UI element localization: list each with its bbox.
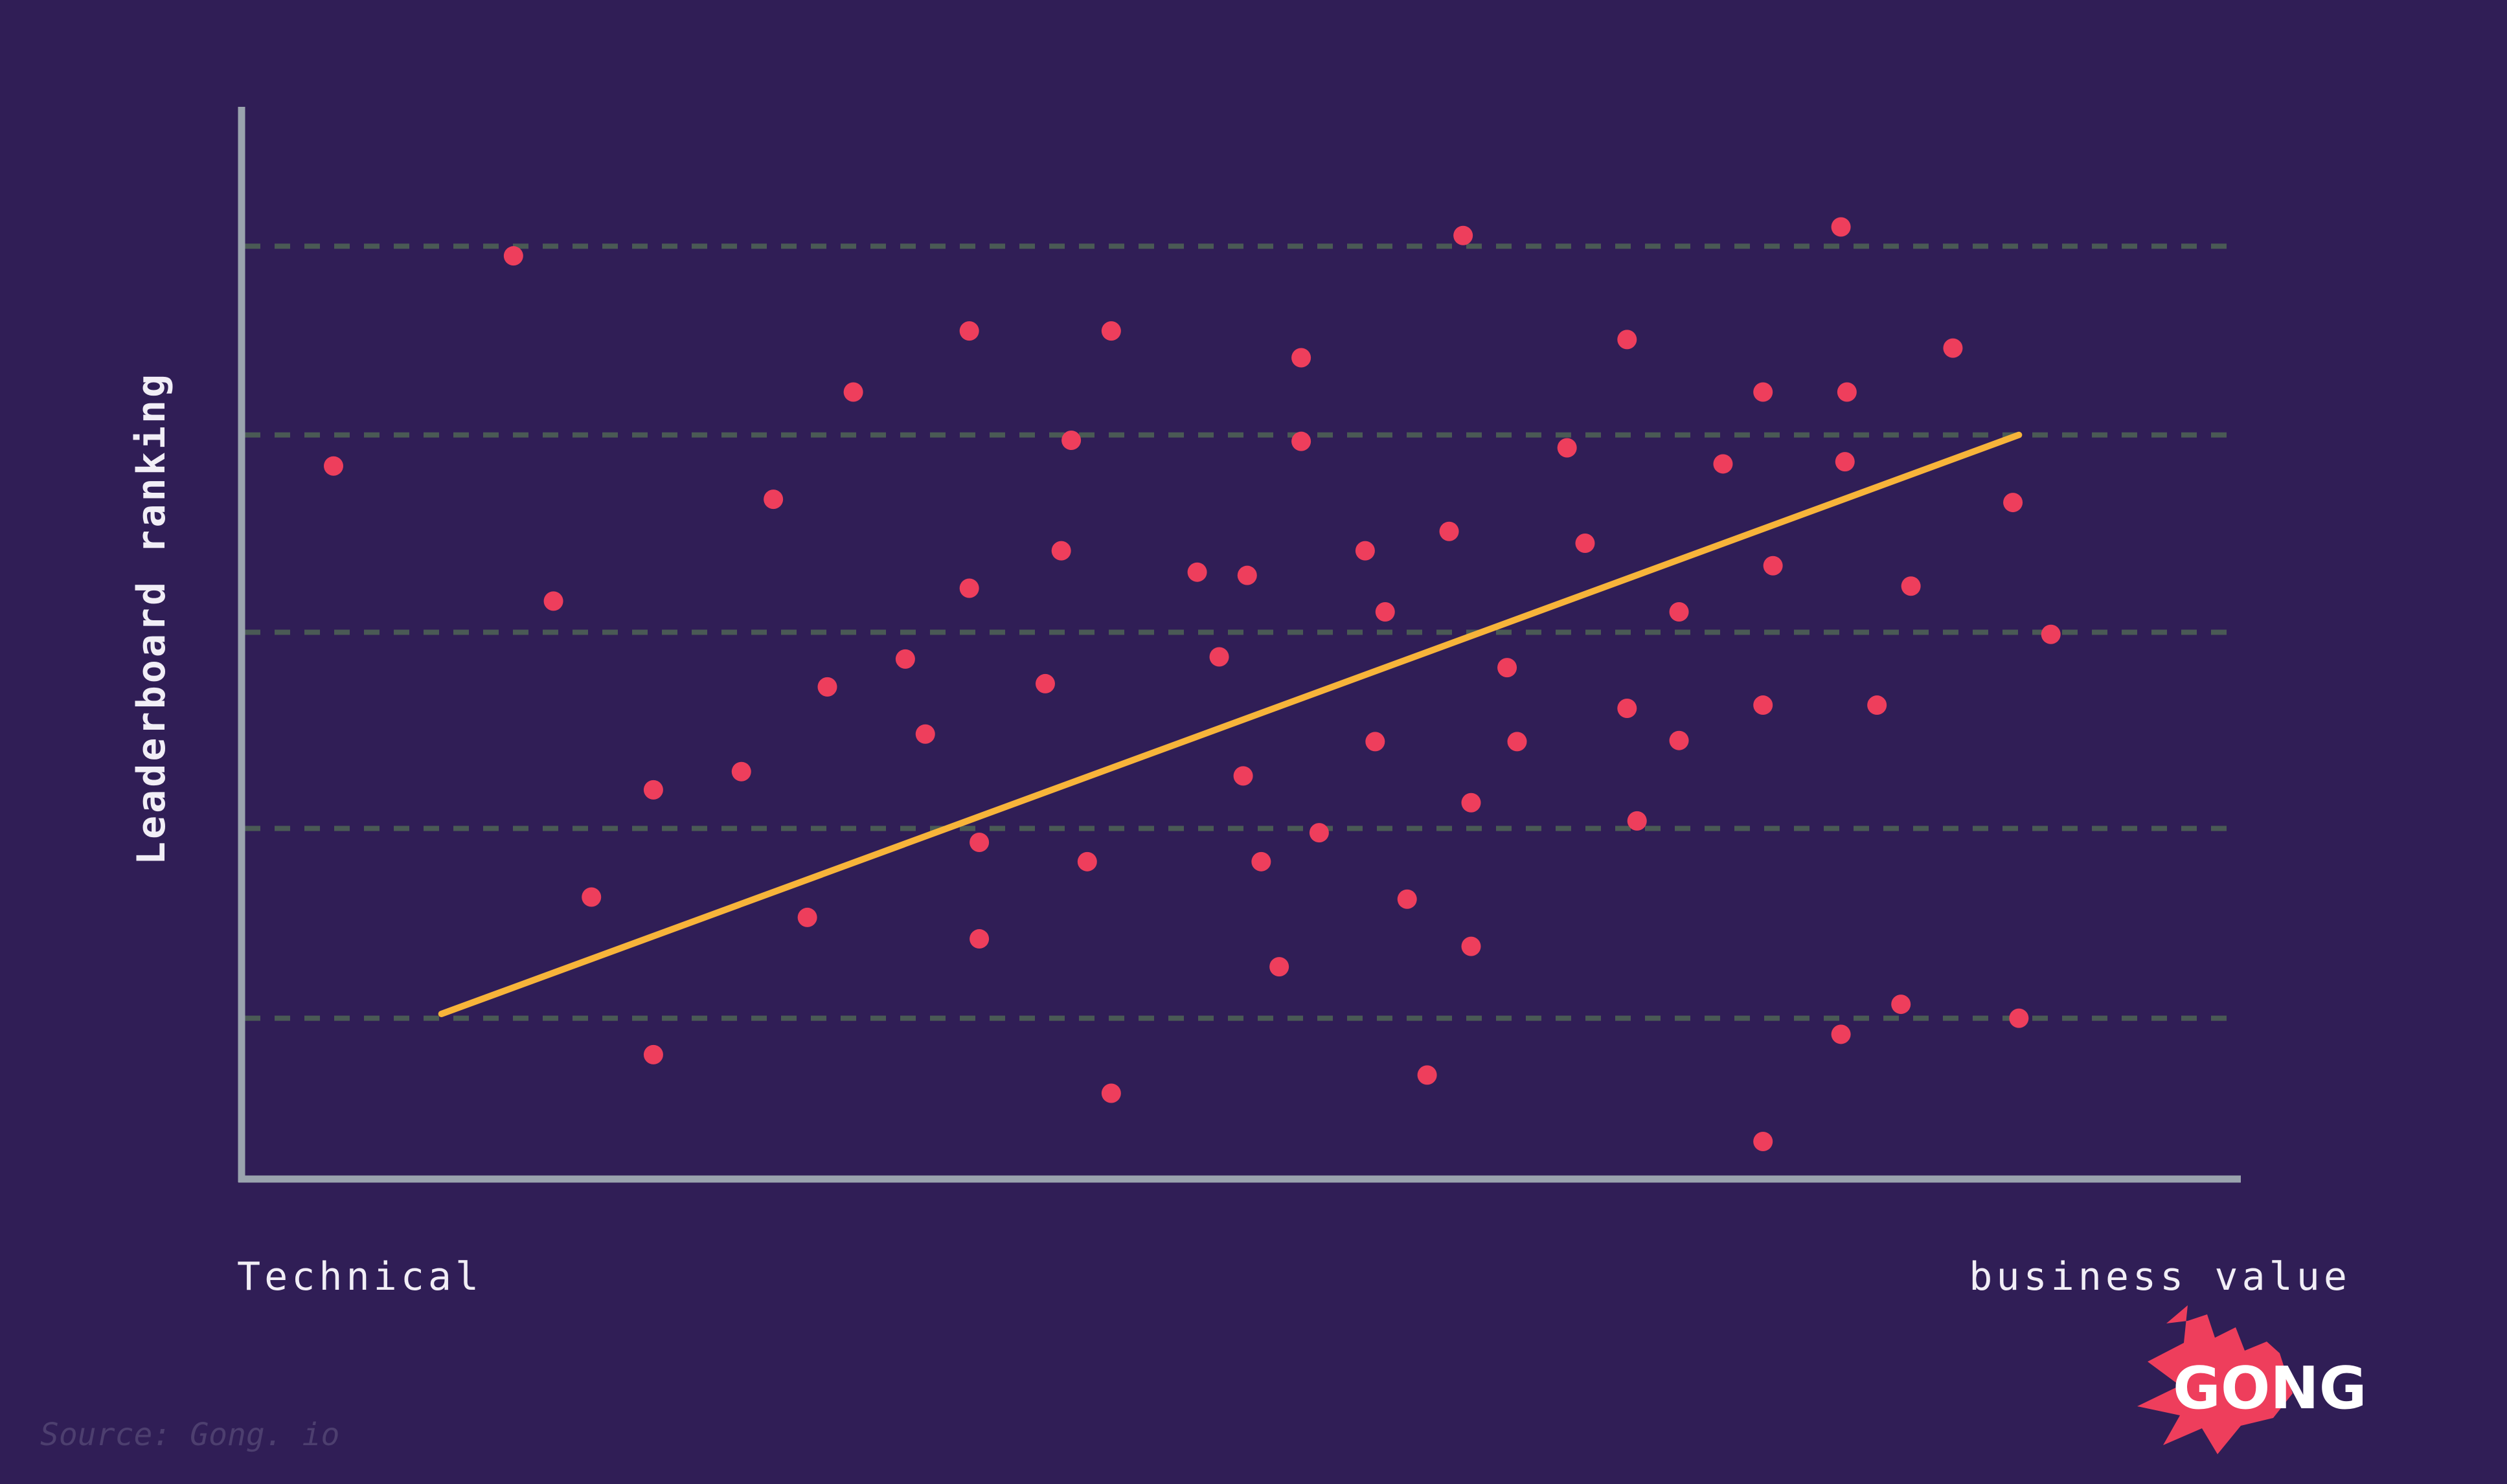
data-point-26 <box>1233 766 1253 786</box>
data-point-66 <box>2041 624 2061 644</box>
trendline-group <box>438 431 2023 1017</box>
data-point-24 <box>1187 562 1207 582</box>
data-point-42 <box>1497 658 1517 678</box>
data-point-1 <box>324 456 344 476</box>
data-point-16 <box>970 833 990 853</box>
data-point-5 <box>643 780 663 800</box>
x-axis-label-right: business value <box>1969 1254 2351 1299</box>
y-axis-label: Leaderboard ranking <box>129 372 174 865</box>
data-point-23 <box>1101 1083 1121 1103</box>
data-point-60 <box>1867 695 1887 715</box>
gong-logo-text: GONG <box>2173 1355 2367 1422</box>
data-point-25 <box>1209 647 1229 667</box>
gong-logo-burst-icon <box>2137 1305 2293 1454</box>
data-point-21 <box>1077 851 1097 871</box>
data-point-2 <box>503 246 523 266</box>
source-note: Source: Gong. io <box>40 1417 339 1453</box>
data-point-3 <box>543 591 563 611</box>
data-point-4 <box>582 887 602 907</box>
data-point-61 <box>1891 995 1911 1015</box>
data-point-17 <box>970 929 990 949</box>
data-point-9 <box>797 907 817 927</box>
data-point-30 <box>1291 431 1311 451</box>
trendline <box>438 431 2023 1017</box>
data-point-38 <box>1453 225 1473 245</box>
data-point-32 <box>1309 823 1329 843</box>
data-point-43 <box>1507 732 1527 752</box>
data-point-7 <box>731 761 751 781</box>
data-point-39 <box>1461 793 1481 813</box>
data-point-8 <box>764 489 784 510</box>
data-point-47 <box>1617 330 1637 350</box>
data-point-35 <box>1375 601 1395 622</box>
data-point-58 <box>1835 452 1855 472</box>
data-point-57 <box>1837 382 1857 402</box>
gridlines <box>245 243 2241 1021</box>
axes <box>238 107 2241 1183</box>
data-point-19 <box>1051 541 1071 561</box>
data-point-34 <box>1365 732 1385 752</box>
data-point-44 <box>1557 438 1577 458</box>
data-point-10 <box>817 677 837 697</box>
data-point-14 <box>959 578 979 598</box>
data-point-40 <box>1461 936 1481 956</box>
data-point-54 <box>1753 695 1773 715</box>
data-point-46 <box>1617 699 1637 719</box>
data-point-63 <box>1943 338 1963 358</box>
data-point-49 <box>1669 601 1689 622</box>
data-point-6 <box>643 1044 663 1064</box>
data-point-22 <box>1101 321 1121 341</box>
data-point-37 <box>1439 521 1459 541</box>
data-point-52 <box>1753 382 1773 402</box>
data-point-62 <box>1901 576 1921 596</box>
data-point-15 <box>959 321 979 341</box>
data-point-12 <box>895 649 915 669</box>
data-point-29 <box>1269 957 1289 977</box>
data-point-18 <box>1035 673 1055 693</box>
data-point-64 <box>2003 493 2023 513</box>
data-point-65 <box>2009 1008 2029 1028</box>
data-point-11 <box>843 382 863 402</box>
data-point-48 <box>1627 811 1647 831</box>
data-point-53 <box>1763 556 1783 576</box>
data-point-36 <box>1397 889 1417 909</box>
data-point-27 <box>1237 565 1257 585</box>
data-point-31 <box>1291 348 1311 368</box>
data-point-33 <box>1355 541 1375 561</box>
gong-logo: GONG <box>2137 1305 2367 1454</box>
data-point-41 <box>1417 1065 1437 1085</box>
data-point-55 <box>1753 1132 1773 1152</box>
data-point-13 <box>915 724 935 744</box>
data-point-51 <box>1713 454 1733 474</box>
data-point-56 <box>1831 217 1851 237</box>
data-point-20 <box>1061 431 1082 451</box>
data-point-59 <box>1831 1024 1851 1044</box>
data-point-50 <box>1669 730 1689 750</box>
data-point-28 <box>1251 851 1271 871</box>
data-point-45 <box>1575 533 1595 553</box>
x-axis-label-left: Technical <box>237 1254 482 1299</box>
data-points <box>324 217 2061 1152</box>
